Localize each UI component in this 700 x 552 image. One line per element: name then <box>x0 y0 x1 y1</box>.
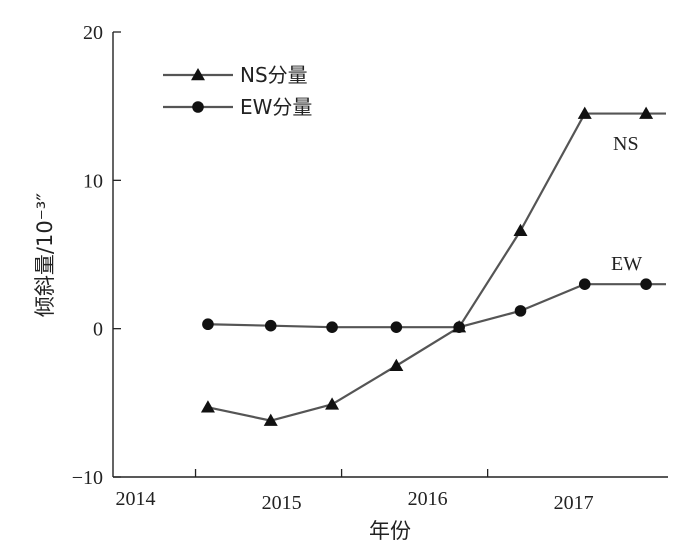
x-tick-label: 2015 <box>262 492 302 514</box>
series-line <box>207 112 666 422</box>
x-tick-label: 2017 <box>554 492 594 514</box>
series-annotation: EW <box>611 253 642 275</box>
x-tick-label: 2016 <box>408 488 448 510</box>
data-point <box>202 318 214 331</box>
legend-marker <box>191 68 205 81</box>
legend-item: EW分量 <box>163 95 312 119</box>
series-layer <box>200 106 666 426</box>
data-point <box>578 278 591 290</box>
data-point <box>200 400 215 413</box>
data-point <box>577 106 592 119</box>
y-tick-label: −10 <box>72 467 103 489</box>
annotations: NS EW <box>611 133 642 275</box>
series-0 <box>200 106 666 426</box>
data-point <box>390 321 403 333</box>
legend-item: NS分量 <box>163 63 308 87</box>
data-point <box>263 413 278 426</box>
data-point <box>325 397 340 410</box>
legend-label: EW分量 <box>240 95 312 119</box>
y-tick-label: 10 <box>83 170 103 192</box>
series-annotation: NS <box>613 133 639 155</box>
legend-label: NS分量 <box>240 63 308 87</box>
legend-marker <box>192 101 204 113</box>
series-1 <box>202 278 666 333</box>
data-point <box>389 358 404 371</box>
axes: −10 0 10 20 2014 2015 2016 2017 年份 倾斜量/10⁻³″ <box>33 22 668 543</box>
data-point <box>640 278 652 290</box>
data-point <box>513 223 528 237</box>
data-point <box>264 319 277 332</box>
x-tick-label: 2014 <box>116 488 156 510</box>
y-tick-label: 20 <box>83 22 103 44</box>
series-line <box>207 283 666 329</box>
data-point <box>514 305 527 317</box>
x-axis-title: 年份 <box>369 519 411 543</box>
y-axis-title: 倾斜量/10⁻³″ <box>33 193 57 317</box>
legend: NS分量 EW分量 <box>163 63 312 119</box>
data-point <box>639 106 654 119</box>
data-point <box>453 321 465 333</box>
data-point <box>326 321 338 333</box>
y-tick-label: 0 <box>93 319 103 341</box>
